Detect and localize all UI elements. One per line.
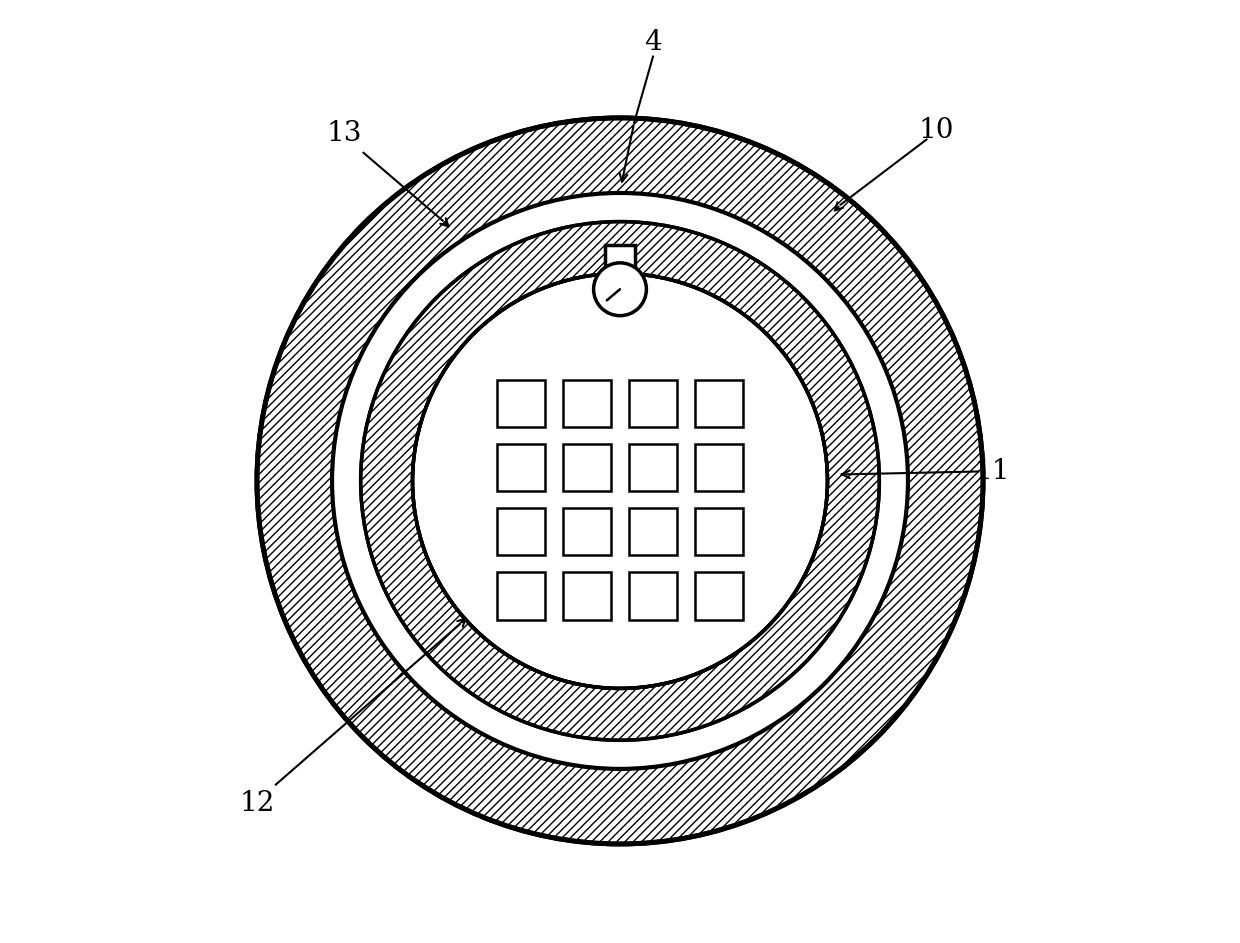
Bar (497, 444, 544, 491)
Bar (563, 380, 610, 427)
Circle shape (413, 273, 827, 688)
Text: 11: 11 (975, 458, 1011, 485)
Text: 12: 12 (239, 790, 274, 817)
Bar (497, 508, 544, 555)
Bar (605, 245, 635, 297)
Bar (696, 572, 743, 620)
Text: 13: 13 (327, 121, 362, 147)
Bar (630, 572, 677, 620)
Text: 10: 10 (918, 117, 954, 143)
Bar (563, 444, 610, 491)
Bar (696, 508, 743, 555)
Bar (630, 380, 677, 427)
Text: 4: 4 (645, 29, 662, 56)
Bar (497, 572, 544, 620)
Bar (696, 444, 743, 491)
Bar (497, 380, 544, 427)
Circle shape (594, 263, 646, 316)
Bar (563, 508, 610, 555)
Bar (630, 508, 677, 555)
Bar (696, 380, 743, 427)
Bar (630, 444, 677, 491)
Bar (563, 572, 610, 620)
